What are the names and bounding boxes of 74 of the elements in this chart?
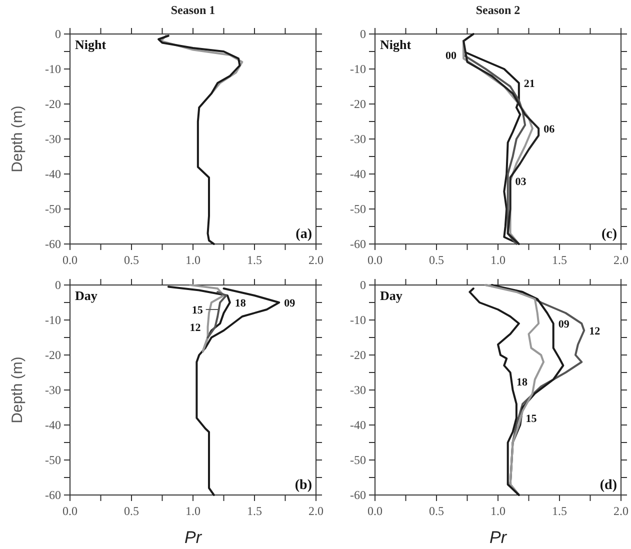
x-tick-label: 1.5 [247,504,262,518]
x-axis-title: Pr [490,528,508,547]
y-tick-label: -30 [45,383,61,397]
x-tick-label: 1.0 [186,253,200,267]
y-tick-label: -50 [45,453,61,467]
series-label: 15 [526,413,538,425]
x-axis-title: Pr [184,528,203,547]
legend-label: 15 [192,304,204,316]
x-tick-label: 1.0 [186,504,200,518]
y-tick-label: 0 [55,27,61,41]
x-tick-label: 0.5 [124,504,139,518]
y-tick-label: -30 [45,132,61,146]
x-tick-label: 0.0 [62,504,78,518]
x-tick-label: 0.5 [429,504,444,518]
x-tick-label: 0.0 [62,253,78,267]
annotation: Day [75,288,98,303]
x-tick-label: 1.0 [490,253,506,267]
y-tick-label: -20 [350,348,366,362]
y-tick-label: -20 [45,348,61,362]
series-label: 09 [558,318,570,330]
x-tick-label: 2.0 [614,504,628,518]
series-label: 03 [515,176,527,188]
annotation: Day [380,288,403,303]
y-tick-label: -40 [350,418,366,432]
y-tick-label: -60 [45,488,61,502]
y-tick-label: -40 [45,167,61,181]
y-tick-label: -40 [45,418,61,432]
y-tick-label: -50 [350,453,366,467]
y-tick-label: -10 [350,313,366,327]
annotation: Night [75,37,107,52]
y-tick-label: 0 [55,278,61,292]
y-tick-label: -20 [350,97,366,111]
series-label: 12 [190,322,202,334]
y-tick-label: -60 [45,237,61,251]
y-tick-label: 0 [360,27,366,41]
annotation: (a) [296,227,312,242]
x-tick-label: 1.5 [552,504,567,518]
series-label: 21 [524,78,535,90]
x-tick-label: 2.0 [614,253,628,267]
x-tick-label: 1.0 [490,504,506,518]
y-tick-label: -10 [45,62,61,76]
y-tick-label: -30 [350,132,366,146]
y-tick-label: -60 [350,488,366,502]
series-label: 18 [516,376,528,388]
y-axis-title: Depth (m) [9,106,26,172]
x-tick-label: 1.5 [552,253,567,267]
x-tick-label: 0.5 [124,253,139,267]
x-tick-label: 0.0 [368,504,382,518]
series-label: 00 [446,50,458,62]
x-tick-label: 0.0 [368,253,382,267]
x-tick-label: 2.0 [308,253,324,267]
x-tick-label: 0.5 [429,253,444,267]
y-tick-label: -20 [45,97,61,111]
annotation: (d) [600,478,618,493]
y-tick-label: -30 [350,383,366,397]
series-label: 06 [544,124,556,136]
y-tick-label: -40 [350,167,366,181]
y-tick-label: -60 [350,237,366,251]
y-axis-title: Depth (m) [9,356,26,424]
annotation: Night [380,37,412,52]
y-tick-label: -10 [45,313,61,327]
chart-title: Season 1 [170,3,216,17]
annotation: (b) [294,478,312,493]
annotation: (c) [601,227,618,242]
series-label: 09 [284,298,296,310]
y-tick-label: -50 [350,202,366,216]
y-tick-label: -50 [45,202,61,216]
x-tick-label: 1.5 [247,253,262,267]
y-tick-label: 0 [360,278,366,292]
y-tick-label: -10 [350,62,366,76]
series-label: 18 [234,298,246,310]
x-tick-label: 2.0 [308,504,324,518]
chart-title: Season 2 [476,3,520,17]
series-label: 12 [589,326,601,338]
